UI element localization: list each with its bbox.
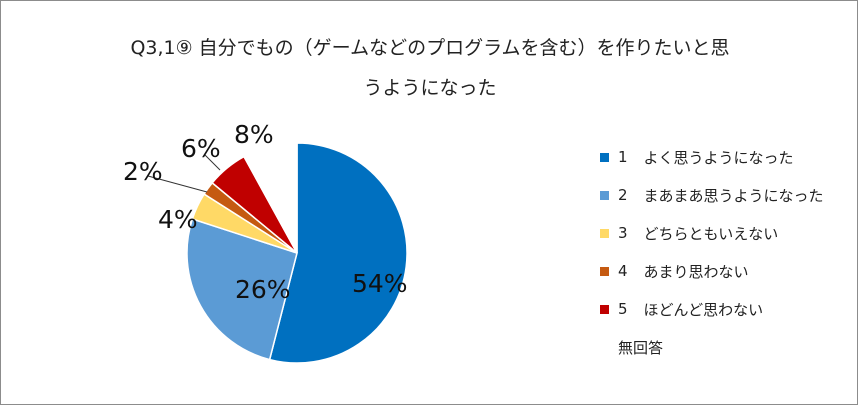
legend-text-2: まあまあ思うようになった bbox=[643, 186, 824, 205]
legend-num-1: 1 bbox=[618, 148, 628, 166]
slice-label-2: 26% bbox=[235, 275, 291, 304]
leader-line-4 bbox=[147, 175, 208, 193]
legend-text-6: 無回答 bbox=[618, 338, 664, 357]
legend: 1 よく思うようになった 2 まあまあ思うようになった 3 どちらともいえない … bbox=[600, 138, 850, 366]
legend-swatch-1 bbox=[600, 152, 609, 162]
legend-num-3: 3 bbox=[618, 224, 628, 242]
chart-title: Q3,1⑨ 自分でもの（ゲームなどのプログラムを含む）を作りたいと思 うようにな… bbox=[60, 28, 800, 108]
slice-label-4: 2% bbox=[123, 157, 163, 186]
leader-line-5 bbox=[204, 154, 221, 171]
legend-text-5: ほどんど思わない bbox=[643, 300, 764, 319]
chart-title-line-1: Q3,1⑨ 自分でもの（ゲームなどのプログラムを含む）を作りたいと思 bbox=[130, 37, 730, 59]
legend-item-3: 3 どちらともいえない bbox=[600, 214, 850, 252]
legend-item-1: 1 よく思うようになった bbox=[600, 138, 850, 176]
pie-slice-2 bbox=[186, 218, 298, 361]
slice-label-6: 8% bbox=[234, 120, 274, 149]
legend-num-2: 2 bbox=[618, 186, 628, 204]
legend-item-2: 2 まあまあ思うようになった bbox=[600, 176, 850, 214]
slice-label-1: 54% bbox=[352, 269, 408, 298]
slice-label-5: 6% bbox=[181, 134, 221, 163]
legend-text-3: どちらともいえない bbox=[643, 224, 779, 243]
legend-swatch-4 bbox=[600, 266, 609, 276]
pie-slice-1 bbox=[268, 142, 408, 364]
legend-swatch-3 bbox=[600, 228, 609, 238]
legend-swatch-6 bbox=[600, 343, 609, 352]
chart-title-line-2: うようになった bbox=[363, 77, 497, 99]
legend-num-5: 5 bbox=[618, 300, 628, 318]
legend-item-5: 5 ほどんど思わない bbox=[600, 290, 850, 328]
legend-item-4: 4 あまり思わない bbox=[600, 252, 850, 290]
legend-swatch-5 bbox=[600, 304, 609, 314]
legend-text-1: よく思うようになった bbox=[643, 148, 794, 167]
pie-slice-6 bbox=[242, 142, 298, 254]
legend-item-6: 無回答 bbox=[600, 328, 850, 366]
slice-label-3: 4% bbox=[158, 205, 198, 234]
legend-swatch-2 bbox=[600, 190, 609, 200]
legend-num-4: 4 bbox=[618, 262, 628, 280]
legend-text-4: あまり思わない bbox=[643, 262, 749, 281]
